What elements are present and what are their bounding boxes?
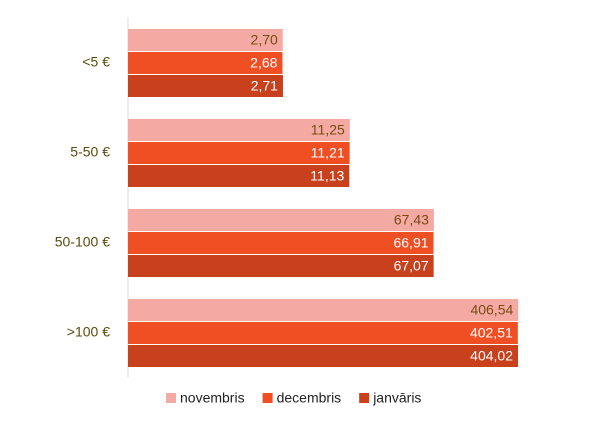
- bar: [128, 29, 283, 51]
- bar: [128, 142, 350, 164]
- bar: [128, 299, 519, 321]
- category-label: 50-100 €: [55, 234, 110, 250]
- value-label: 2,70: [251, 32, 278, 48]
- value-label: 66,91: [393, 235, 428, 251]
- legend-label: decembris: [277, 390, 342, 406]
- legend-swatch: [166, 393, 176, 403]
- legend-swatch: [262, 393, 273, 403]
- legend-label: janvāris: [372, 390, 421, 406]
- bar: [128, 119, 350, 141]
- value-label: 402,51: [470, 325, 513, 341]
- bar: [128, 255, 434, 277]
- value-label: 404,02: [470, 348, 513, 364]
- value-label: 67,43: [394, 212, 429, 228]
- category-label: >100 €: [67, 324, 110, 340]
- value-label: 67,07: [394, 258, 429, 274]
- bar: [128, 345, 518, 367]
- bar: [128, 232, 434, 254]
- value-label: 11,13: [310, 168, 344, 184]
- bar: [128, 322, 518, 344]
- bar: [128, 75, 283, 97]
- bar: [128, 209, 434, 231]
- legend-swatch: [359, 393, 370, 403]
- bar: [128, 52, 283, 74]
- value-label: 11,21: [311, 145, 345, 161]
- value-label: 2,71: [251, 78, 278, 94]
- bar: [128, 165, 350, 187]
- value-label: 406,54: [470, 302, 513, 318]
- legend-label: novembris: [180, 390, 245, 406]
- value-label: 11,25: [311, 122, 345, 138]
- category-label: <5 €: [82, 54, 110, 70]
- category-label: 5-50 €: [70, 144, 110, 160]
- value-label: 2,68: [250, 55, 277, 71]
